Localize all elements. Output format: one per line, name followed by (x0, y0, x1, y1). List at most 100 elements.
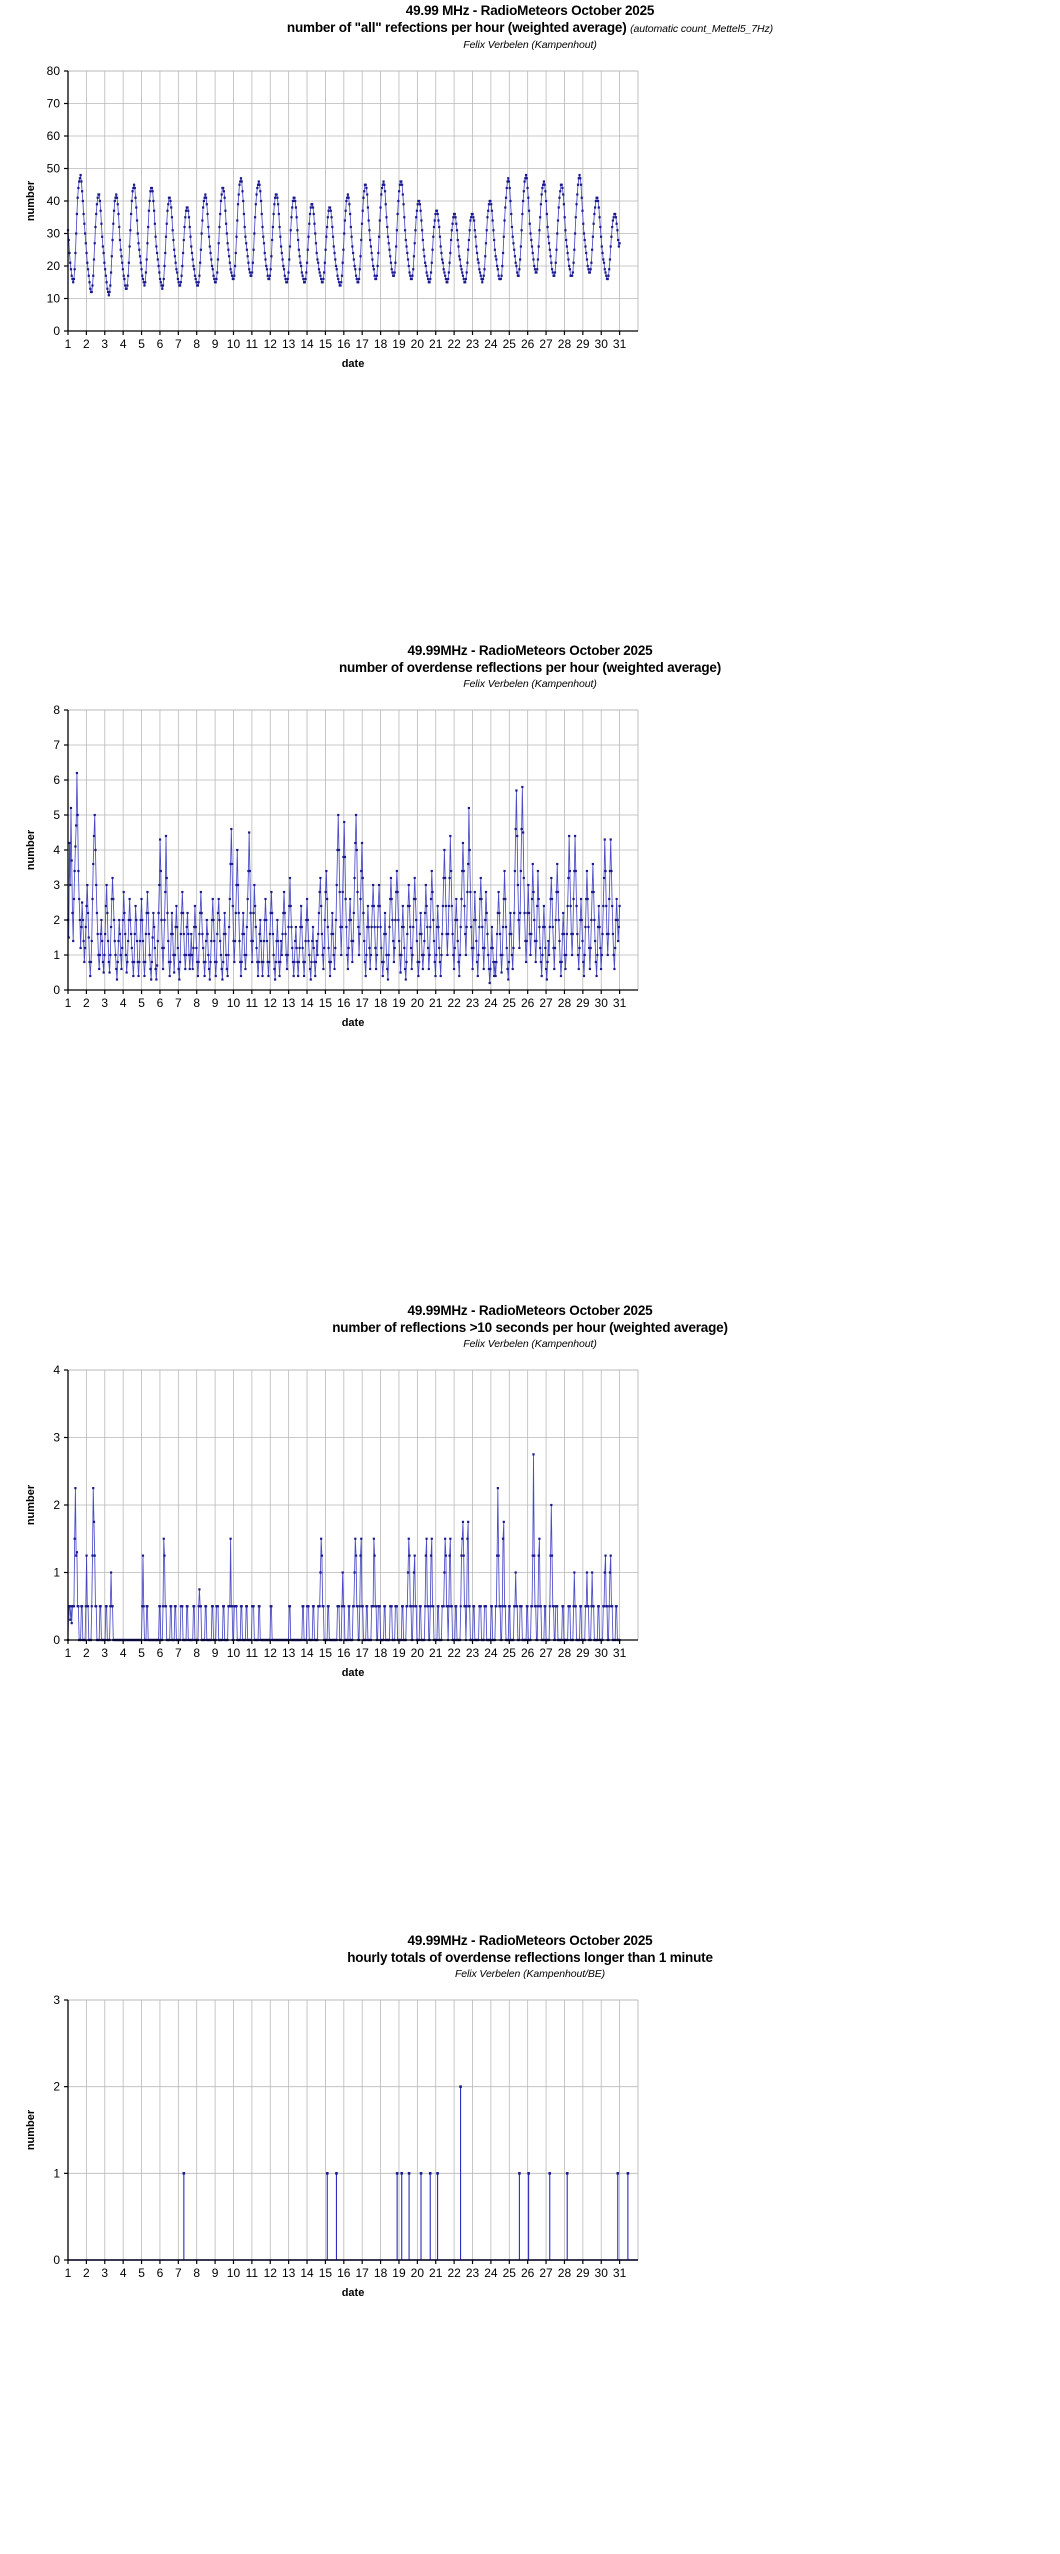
data-point-marker (203, 974, 206, 978)
data-point-marker (227, 953, 230, 957)
data-point-marker (173, 248, 176, 251)
data-point-marker (219, 212, 222, 216)
x-tick-label: 16 (337, 337, 351, 351)
data-point-marker (234, 911, 237, 915)
data-point-marker (225, 967, 228, 971)
data-point-marker (144, 281, 147, 284)
data-point-marker (475, 245, 478, 248)
data-point-marker (320, 1554, 324, 1557)
data-point-marker (318, 271, 321, 274)
data-point-marker (593, 918, 596, 922)
x-tick-label: 14 (300, 2266, 314, 2280)
x-tick-label: 20 (411, 2266, 425, 2280)
data-point-marker (139, 261, 142, 264)
data-point-marker (544, 190, 547, 193)
data-point-marker (236, 883, 240, 887)
y-tick-label: 6 (53, 773, 60, 787)
data-point-marker (579, 177, 582, 180)
data-point-marker (260, 960, 263, 964)
data-point-marker (376, 264, 379, 268)
data-point-marker (298, 946, 301, 950)
data-point-marker (365, 186, 368, 190)
data-point-marker (75, 212, 79, 216)
data-point-marker (116, 203, 119, 206)
data-point-marker (463, 904, 466, 908)
data-point-marker (186, 206, 189, 209)
x-tick-label: 12 (264, 996, 278, 1010)
data-point-marker (461, 271, 464, 274)
data-point-marker (297, 248, 300, 251)
data-point-marker (174, 925, 177, 929)
x-tick-label: 5 (138, 996, 145, 1010)
data-point-marker (177, 967, 180, 971)
y-tick-label: 7 (53, 738, 60, 752)
data-point-marker (297, 974, 300, 978)
data-point-marker (470, 946, 473, 950)
data-point-marker (106, 287, 109, 290)
data-point-marker (221, 978, 224, 981)
y-tick-label: 50 (47, 162, 61, 176)
data-point-marker (196, 974, 200, 978)
data-point-marker (415, 216, 418, 219)
data-point-marker (118, 918, 121, 922)
data-point-marker (242, 199, 245, 203)
data-point-marker (587, 925, 590, 929)
data-point-marker (605, 932, 609, 936)
data-point-marker (135, 206, 138, 209)
data-point-marker (567, 876, 570, 880)
data-point-marker (592, 222, 595, 225)
data-point-marker (96, 196, 99, 199)
data-point-marker (141, 1554, 145, 1557)
data-point-marker (383, 190, 387, 193)
data-point-marker (429, 1605, 432, 1608)
data-point-marker (539, 203, 543, 206)
data-point-marker (548, 248, 551, 251)
data-point-marker (109, 284, 112, 287)
y-tick-label: 4 (53, 1363, 60, 1377)
data-point-marker (229, 862, 232, 866)
x-tick-label: 12 (264, 337, 278, 351)
data-point-marker (372, 904, 375, 908)
chart-title-note-0: (automatic count_Mettel5_7Hz) (630, 23, 774, 35)
data-point-marker (439, 245, 442, 248)
data-point-marker (441, 932, 444, 936)
data-point-marker (380, 946, 383, 950)
data-point-marker (194, 277, 197, 281)
data-point-marker (473, 1605, 476, 1608)
x-tick-label: 6 (157, 1646, 164, 1660)
data-point-marker (92, 862, 95, 866)
data-point-marker (558, 196, 561, 199)
data-point-marker (609, 245, 612, 248)
data-point-marker (592, 890, 595, 894)
chart-over-10-seconds: 49.99MHz - RadioMeteors October 2025 num… (0, 1300, 1060, 1686)
data-point-marker (585, 897, 588, 901)
data-point-marker (374, 946, 377, 950)
data-point-marker (407, 1537, 410, 1540)
data-point-marker (556, 1605, 559, 1608)
data-point-marker (329, 209, 332, 212)
data-point-marker (510, 225, 514, 229)
data-point-marker (343, 855, 347, 859)
data-point-marker (518, 2172, 521, 2175)
x-tick-label: 30 (595, 2266, 609, 2280)
data-point-marker (502, 1520, 505, 1523)
data-point-marker (448, 261, 451, 264)
data-point-marker (347, 946, 350, 950)
data-point-marker (441, 904, 445, 908)
data-point-marker (248, 271, 251, 274)
data-point-marker (242, 212, 246, 216)
data-point-marker (115, 196, 119, 199)
data-point-marker (363, 939, 366, 943)
data-point-marker (393, 946, 396, 950)
data-point-marker (510, 932, 513, 936)
data-point-marker (600, 245, 603, 248)
data-point-marker (99, 932, 102, 936)
data-point-marker (89, 974, 92, 978)
data-point-marker (525, 939, 528, 943)
data-point-marker (277, 212, 280, 216)
data-point-marker (336, 274, 339, 277)
data-point-marker (460, 897, 463, 901)
data-point-marker (611, 1605, 614, 1608)
data-point-marker (190, 251, 194, 255)
data-point-marker (265, 264, 268, 268)
